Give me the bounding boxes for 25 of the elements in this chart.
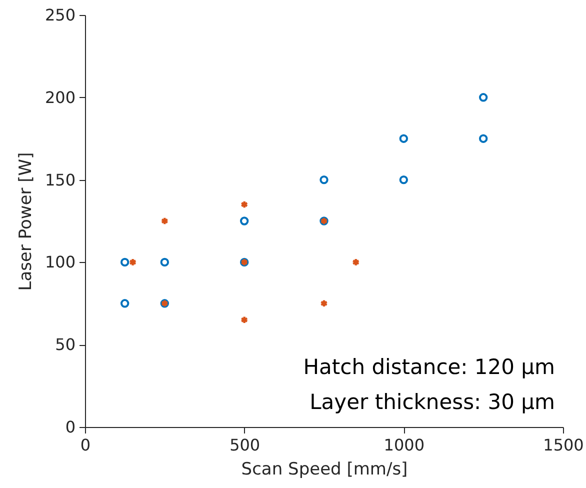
y-tick-label: 150 — [44, 170, 76, 190]
x-tick-label: 1500 — [543, 436, 584, 454]
x-tick-label: 0 — [80, 436, 91, 454]
point — [240, 216, 249, 226]
x-tick-label: 500 — [230, 436, 260, 454]
x-tick-label: 1000 — [384, 436, 425, 454]
x-axis-title: Scan Speed [mm/s] — [241, 460, 408, 480]
point — [240, 200, 248, 209]
point — [160, 216, 169, 226]
point — [320, 175, 328, 184]
point — [160, 258, 170, 267]
point — [478, 134, 488, 143]
y-tick-label: 200 — [44, 88, 76, 107]
point — [399, 175, 408, 184]
annotation: Layer thickness: 30 μm — [310, 390, 555, 414]
y-tick-label: 250 — [44, 6, 76, 24]
point — [120, 258, 130, 267]
point — [478, 93, 488, 102]
y-tick-label: 0 — [65, 418, 76, 436]
annotation: Hatch distance: 120 μm — [303, 355, 555, 379]
y-tick-label: 100 — [44, 252, 76, 272]
point — [120, 299, 130, 308]
y-tick-label: 50 — [55, 335, 76, 354]
y-axis-title: Laser Power [W] — [16, 152, 36, 291]
point — [399, 134, 408, 143]
